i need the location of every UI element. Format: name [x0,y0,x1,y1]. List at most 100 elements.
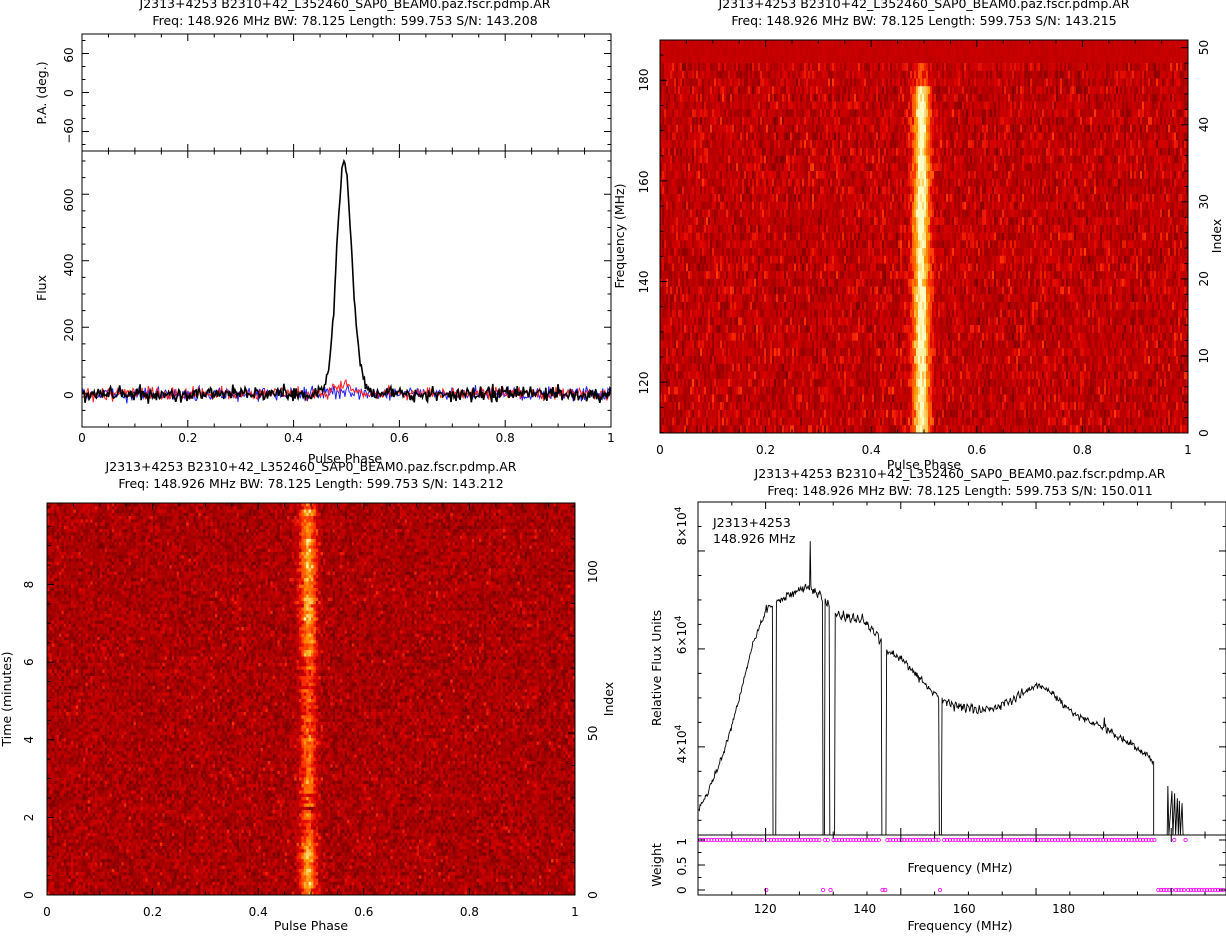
heatmap-cell [1088,148,1090,156]
heatmap-cell [950,163,952,171]
heatmap-cell [726,171,728,179]
heatmap-cell [1000,171,1002,179]
heatmap-cell [886,132,888,140]
heatmap-cell [1070,117,1072,125]
heatmap-cell [796,132,798,140]
heatmap-cell [1048,48,1050,56]
heatmap-cell [954,163,956,171]
heatmap-cell [870,148,872,156]
heatmap-cell [944,125,946,133]
heatmap-cell [926,109,928,117]
heatmap-cell [920,86,922,94]
heatmap-cell [778,48,780,56]
heatmap-cell [1150,55,1152,63]
heatmap-cell [860,48,862,56]
heatmap-cell [696,109,698,117]
heatmap-cell [714,55,716,63]
heatmap-cell [732,55,734,63]
heatmap-cell [1178,86,1180,94]
heatmap-cell [666,117,668,125]
heatmap-cell [998,117,1000,125]
heatmap-cell [920,79,922,87]
heatmap-cell [968,86,970,94]
heatmap-cell [944,71,946,79]
heatmap-cell [666,71,668,79]
heatmap-cell [786,148,788,156]
heatmap-cell [994,102,996,110]
heatmap-cell [1108,148,1110,156]
heatmap-cell [1176,109,1178,117]
heatmap-cell [1028,156,1030,164]
heatmap-cell [948,148,950,156]
heatmap-cell [838,163,840,171]
heatmap-cell [696,40,698,48]
heatmap-cell [1104,102,1106,110]
heatmap-cell [976,117,978,125]
heatmap-cell [984,71,986,79]
heatmap-cell [782,171,784,179]
heatmap-cell [1002,148,1004,156]
heatmap-cell [692,163,694,171]
heatmap-cell [1102,109,1104,117]
heatmap-cell [736,94,738,102]
heatmap-cell [1122,79,1124,87]
heatmap-cell [980,163,982,171]
heatmap-cell [1014,125,1016,133]
heatmap-cell [842,125,844,133]
heatmap-cell [862,102,864,110]
heatmap-cell [696,63,698,71]
heatmap-cell [766,132,768,140]
heatmap-cell [978,94,980,102]
heatmap-cell [810,63,812,71]
heatmap-cell [1098,63,1100,71]
heatmap-cell [910,109,912,117]
profile-x-axis: 0 0.2 0.4 0.6 0.8 1 [78,431,615,445]
heatmap-cell [672,86,674,94]
heatmap-cell [712,156,714,164]
heatmap-cell [1152,140,1154,148]
heatmap-cell [1022,40,1024,48]
heatmap-cell [1152,40,1154,48]
heatmap-cell [1150,117,1152,125]
heatmap-cell [1010,86,1012,94]
heatmap-cell [740,71,742,79]
heatmap-cell [752,40,754,48]
heatmap-cell [1076,163,1078,171]
heatmap-cell [732,86,734,94]
heatmap-cell [1116,63,1118,71]
heatmap-cell [1070,40,1072,48]
heatmap-cell [958,86,960,94]
heatmap-cell [998,40,1000,48]
heatmap-cell [758,71,760,79]
heatmap-cell [946,63,948,71]
heatmap-cell [966,55,968,63]
heatmap-cell [956,86,958,94]
heatmap-cell [1012,40,1014,48]
heatmap-cell [1166,94,1168,102]
heatmap-cell [1092,140,1094,148]
heatmap-cell [946,132,948,140]
heatmap-cell [904,63,906,71]
heatmap-cell [1160,48,1162,56]
heatmap-cell [812,55,814,63]
heatmap-cell [730,109,732,117]
heatmap-cell [678,86,680,94]
heatmap-cell [686,79,688,87]
heatmap-cell [1086,156,1088,164]
heatmap-cell [948,102,950,110]
heatmap-cell [1152,55,1154,63]
heatmap-cell [834,132,836,140]
heatmap-cell [774,86,776,94]
heatmap-cell [766,40,768,48]
heatmap-cell [1014,148,1016,156]
heatmap-cell [678,125,680,133]
heatmap-cell [966,86,968,94]
heatmap-cell [954,171,956,179]
heatmap-cell [964,140,966,148]
heatmap-cell [834,117,836,125]
heatmap-cell [886,102,888,110]
heatmap-cell [1072,125,1074,133]
heatmap-cell [1066,94,1068,102]
heatmap-cell [1162,156,1164,164]
heatmap-cell [990,156,992,164]
